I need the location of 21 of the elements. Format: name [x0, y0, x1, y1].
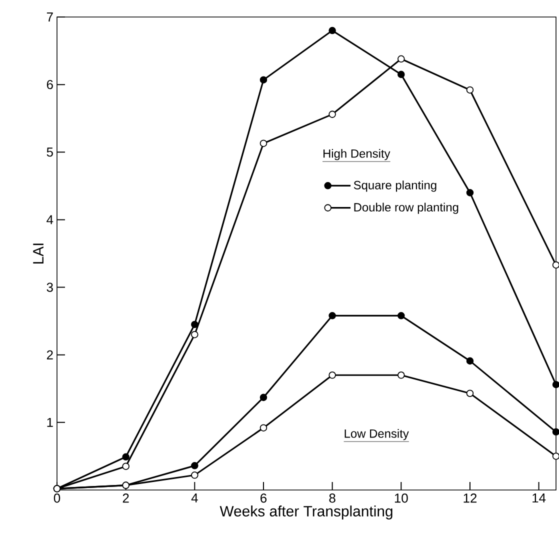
y-tick-label: 5: [46, 148, 53, 157]
x-tick-label: 6: [260, 494, 267, 503]
y-tick-label: 3: [46, 282, 53, 292]
x-axis-title: Weeks after Transplanting: [220, 506, 392, 520]
x-tick-label: 2: [122, 494, 129, 503]
x-tick-label: 4: [191, 494, 198, 502]
y-tick-label: 4: [46, 215, 54, 224]
x-tick-label: 10: [394, 494, 408, 503]
y-tick-label: 2: [46, 350, 53, 360]
y-tick-label: 7: [46, 12, 53, 22]
x-tick-label: 8: [329, 494, 336, 503]
x-tick-label: 14: [532, 494, 546, 502]
x-tick-label: 12: [464, 494, 477, 503]
legend-label: Square planting: [354, 180, 436, 192]
y-axis-title: LAI: [33, 244, 44, 264]
annotation: Low Density: [344, 429, 409, 440]
x-tick-label: 0: [54, 494, 60, 503]
y-tick-label: 6: [46, 80, 53, 90]
y-tick-label: 1: [47, 418, 53, 427]
annotation: High Density: [324, 149, 390, 160]
legend-label: Double row planting: [354, 202, 458, 214]
